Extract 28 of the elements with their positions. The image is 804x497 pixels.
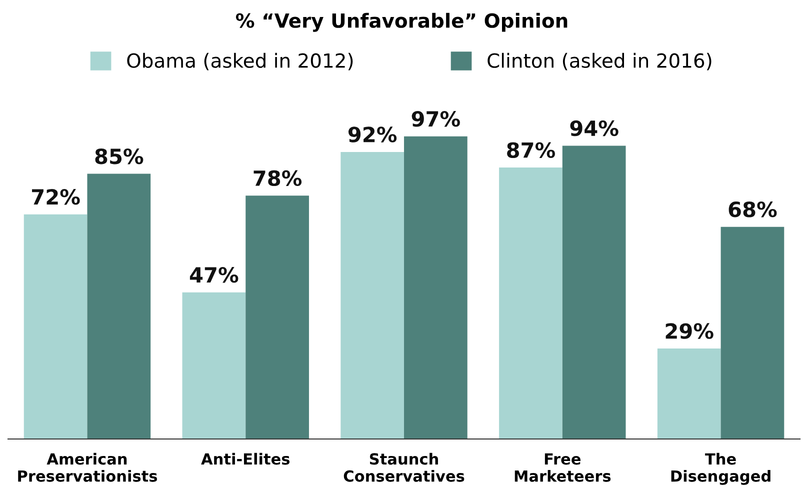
data-label: 78% <box>254 170 302 186</box>
bar <box>246 196 309 439</box>
x-tick-label: The Disengaged <box>671 452 770 485</box>
bar <box>499 168 562 439</box>
chart-title: % “Very Unfavorable” Opinion <box>236 12 568 32</box>
data-label: 47% <box>190 267 238 283</box>
bar <box>657 348 721 439</box>
legend-label: Obama (asked in 2012) <box>127 52 353 70</box>
bar <box>404 136 468 439</box>
x-tick-label: Anti-Elites <box>201 452 290 465</box>
bar <box>340 152 404 439</box>
data-label: 85% <box>95 148 144 164</box>
data-label: 87% <box>507 142 555 158</box>
legend-label: Clinton (asked in 2016) <box>488 52 712 70</box>
bar <box>24 214 88 439</box>
bar <box>87 174 151 439</box>
data-label: 29% <box>666 323 714 339</box>
data-label: 68% <box>728 201 777 218</box>
data-label: 94% <box>570 120 618 136</box>
bar <box>562 146 626 439</box>
data-label: 97% <box>412 111 460 127</box>
bar <box>720 226 784 439</box>
data-label: 72% <box>32 189 80 205</box>
x-tick-label: Staunch Conservatives <box>344 452 464 482</box>
x-tick-label: American Preservationists <box>18 452 158 482</box>
data-label: 92% <box>348 126 397 142</box>
x-tick-label: Free Marketeers <box>514 453 611 482</box>
bar <box>182 292 246 439</box>
